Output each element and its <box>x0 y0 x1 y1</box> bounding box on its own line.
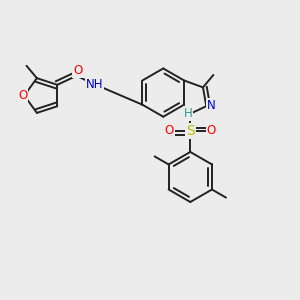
Text: O: O <box>74 64 82 77</box>
Text: O: O <box>207 124 216 137</box>
Text: H: H <box>184 107 192 120</box>
Text: S: S <box>186 124 195 138</box>
Text: N: N <box>207 99 216 112</box>
Text: NH: NH <box>86 78 104 91</box>
Text: O: O <box>18 89 27 102</box>
Text: O: O <box>165 124 174 137</box>
